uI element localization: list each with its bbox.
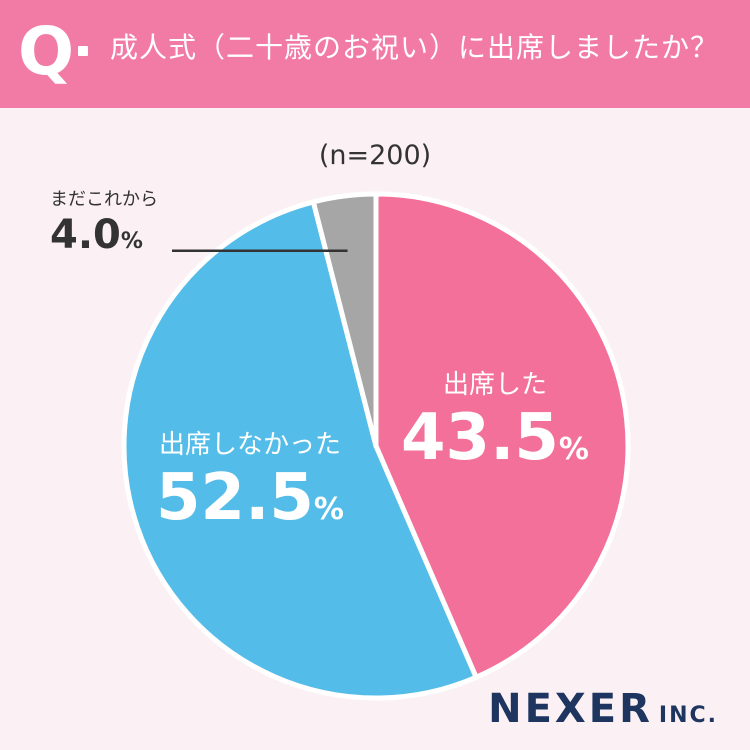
q-dot <box>78 46 88 56</box>
logo-main: NEXER <box>488 686 653 732</box>
slice-label-not-yet: まだこれから 4.0% <box>50 188 158 258</box>
q-mark: Q <box>18 13 75 90</box>
slice-value-not-attended: 52.5 <box>156 461 314 535</box>
slice-not-attended <box>121 199 479 701</box>
slice-name-not-attended: 出席しなかった <box>158 430 341 460</box>
slice-label-not-attended: 出席しなかった 52.5% <box>140 428 360 534</box>
slice-unit-not-yet: % <box>120 229 143 254</box>
slice-value-attended: 43.5 <box>401 401 559 475</box>
slice-unit-attended: % <box>558 432 589 467</box>
slice-attended <box>373 191 631 680</box>
slice-not-yet <box>310 191 379 449</box>
question-title: 成人式（二十歳のお祝い）に出席しましたか？ <box>110 31 720 64</box>
logo-suffix: INC. <box>658 703 718 728</box>
header-bar: Q 成人式（二十歳のお祝い）に出席しましたか？ <box>0 0 750 108</box>
slice-label-attended: 出席した 43.5% <box>395 368 595 474</box>
sample-size: (n=200) <box>318 140 432 171</box>
slice-name-not-yet: まだこれから <box>50 189 158 210</box>
slice-name-attended: 出席した <box>442 370 547 400</box>
nexer-logo: NEXER INC. <box>488 686 718 732</box>
slice-value-not-yet: 4.0 <box>50 212 121 258</box>
slice-unit-not-attended: % <box>313 492 344 527</box>
